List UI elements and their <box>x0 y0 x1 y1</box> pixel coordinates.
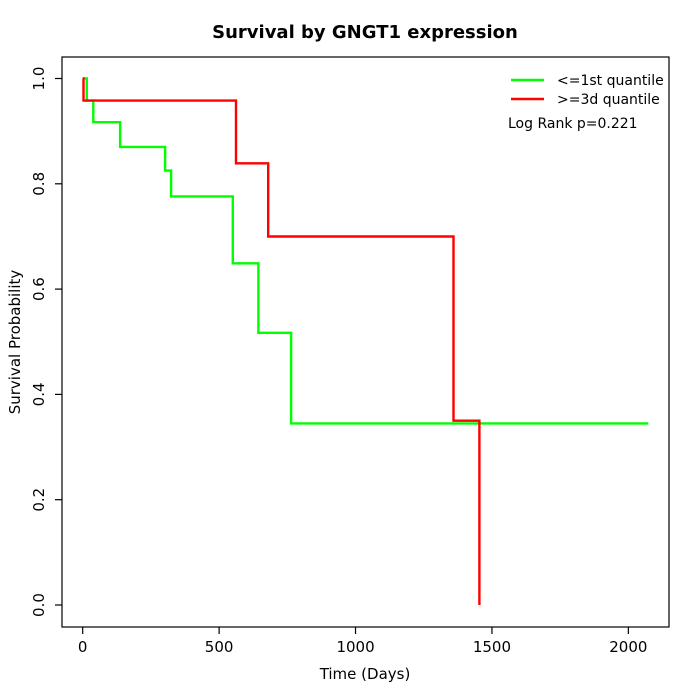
x-tick-label: 500 <box>205 638 234 656</box>
y-tick-label: 0.2 <box>30 488 48 512</box>
axes-ticks: 0 500 1000 1500 2000 0.0 0.2 0.4 0.6 0.8 1.0 <box>30 67 647 656</box>
chart-title: Survival by GNGT1 expression <box>212 22 518 43</box>
plot-box <box>61 56 670 628</box>
y-tick-label: 0.8 <box>30 172 48 196</box>
y-tick-label: 1.0 <box>30 67 48 91</box>
y-tick-label: 0.6 <box>30 277 48 301</box>
legend-label-third-quantile: >=3d quantile <box>557 92 660 108</box>
x-tick-label: 0 <box>78 638 88 656</box>
y-axis-title: Survival Probability <box>6 270 24 415</box>
x-tick-label: 1500 <box>473 638 511 656</box>
survival-curve-third-quantile <box>82 77 481 605</box>
y-tick-label: 0.4 <box>30 382 48 406</box>
x-tick-label: 1000 <box>336 638 374 656</box>
x-tick-label: 2000 <box>609 638 647 656</box>
legend-label-first-quantile: <=1st quantile <box>557 73 664 89</box>
survival-curves <box>82 77 649 605</box>
legend: <=1st quantile >=3d quantile Log Rank p=… <box>508 73 664 132</box>
y-tick-label: 0.0 <box>30 593 48 617</box>
log-rank-annotation: Log Rank p=0.221 <box>508 116 638 132</box>
x-axis-title: Time (Days) <box>319 665 411 683</box>
